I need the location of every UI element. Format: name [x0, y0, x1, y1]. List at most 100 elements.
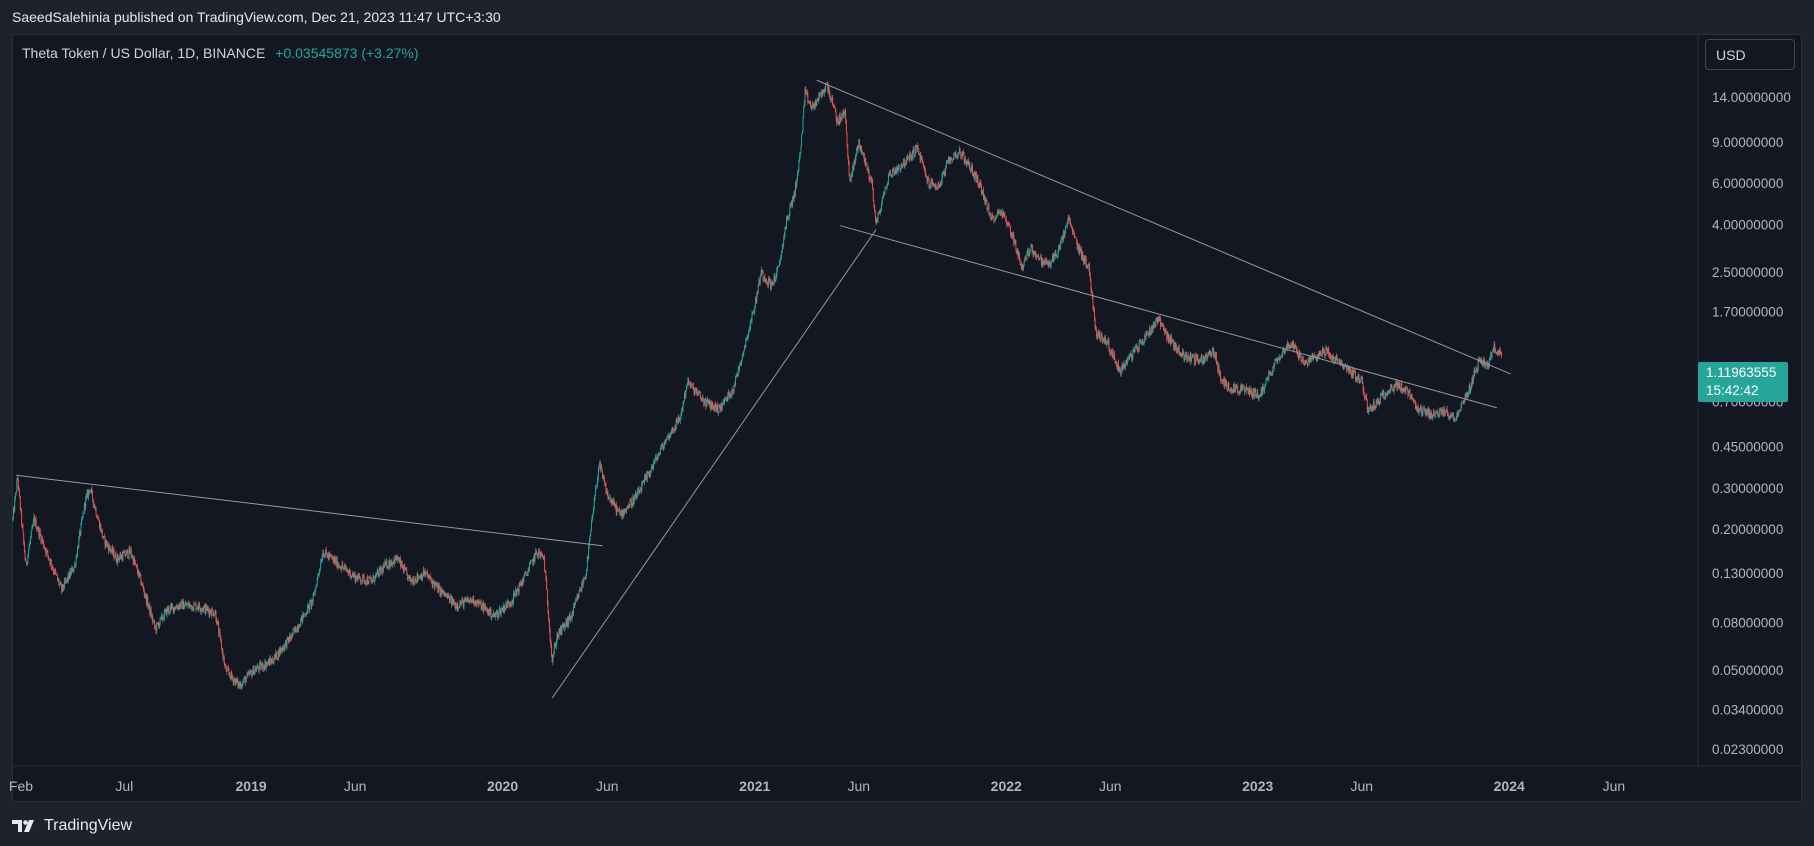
candle-body — [750, 320, 752, 322]
candle-body — [563, 623, 565, 626]
candle-body — [1168, 335, 1170, 341]
candle-body — [531, 560, 532, 561]
candle-body — [917, 145, 919, 149]
candle-body — [47, 550, 49, 556]
candle-body — [1320, 351, 1322, 355]
candle-body — [893, 168, 895, 174]
candle-body — [956, 156, 958, 158]
candle-body — [883, 193, 885, 194]
candle-body — [125, 555, 127, 556]
candle-body — [988, 206, 990, 215]
candle-body — [477, 600, 479, 602]
candle-body — [50, 560, 52, 565]
candle-body — [819, 92, 821, 96]
candle-body — [488, 609, 490, 615]
candle-body — [1207, 352, 1209, 355]
symbol-title[interactable]: Theta Token / US Dollar, 1D, BINANCE — [22, 45, 266, 61]
x-tick-label: Jun — [848, 778, 871, 794]
candle-body — [391, 561, 393, 565]
candle-body — [14, 498, 16, 511]
candle-body — [873, 201, 875, 206]
candle-body — [338, 566, 340, 567]
candle-body — [797, 172, 798, 182]
candle-body — [1083, 255, 1085, 262]
candle-body — [681, 407, 683, 414]
candle-body — [690, 384, 692, 388]
candle-body — [418, 576, 419, 579]
trendline[interactable] — [840, 225, 1497, 409]
candle-body — [1094, 318, 1096, 328]
candle-body — [59, 583, 60, 585]
candle-body — [266, 662, 268, 665]
candle-body — [698, 392, 700, 393]
trendline[interactable] — [816, 79, 1511, 375]
chart-frame[interactable] — [12, 34, 1802, 802]
candle-body — [948, 157, 950, 163]
candle-body — [953, 152, 955, 160]
trendline[interactable] — [16, 474, 603, 547]
candle-body — [369, 578, 371, 579]
candle-body — [481, 608, 483, 610]
candle-body — [354, 573, 356, 582]
candle-body — [376, 570, 378, 574]
candle-body — [450, 596, 452, 598]
candle-body — [514, 593, 516, 596]
candle-body — [1415, 402, 1416, 410]
candle-body — [762, 272, 764, 280]
candle-body — [1317, 355, 1319, 359]
candle-body — [1381, 393, 1383, 396]
candle-body — [1043, 260, 1045, 263]
currency-button[interactable]: USD — [1705, 39, 1795, 70]
candle-body — [41, 537, 43, 543]
candle-body — [962, 151, 964, 153]
candle-body — [640, 490, 642, 492]
candle-body — [1018, 252, 1020, 259]
footer-brand[interactable]: TradingView — [12, 814, 132, 838]
candle-body — [526, 574, 528, 575]
candle-body — [1231, 389, 1232, 390]
candle-body — [522, 580, 524, 584]
candle-body — [532, 559, 534, 565]
candle-body — [571, 616, 572, 619]
candle-body — [1390, 384, 1392, 390]
candle-body — [677, 417, 679, 423]
candle-body — [1229, 389, 1231, 392]
candle-body — [1309, 356, 1311, 362]
candle-body — [235, 678, 237, 686]
candle-body — [420, 575, 422, 580]
candle-body — [353, 573, 355, 575]
candle-body — [679, 420, 681, 421]
y-tick-label: 1.70000000 — [1712, 304, 1783, 319]
candle-body — [1489, 357, 1491, 361]
candle-body — [841, 116, 843, 119]
candle-body — [891, 176, 893, 177]
candle-body — [280, 648, 282, 651]
candle-body — [1146, 331, 1148, 334]
candle-body — [1301, 360, 1303, 362]
candle-body — [598, 465, 600, 470]
candle-body — [382, 565, 384, 573]
candle-body — [43, 541, 45, 548]
candle-body — [1078, 245, 1080, 253]
candle-body — [146, 597, 148, 604]
candle-body — [785, 217, 787, 228]
candle-body — [415, 581, 417, 582]
candle-body — [926, 177, 928, 182]
candle-body — [1240, 385, 1242, 388]
trendline[interactable] — [551, 229, 877, 699]
candle-body — [12, 509, 14, 519]
candle-body — [552, 657, 554, 663]
candle-body — [458, 606, 460, 608]
candle-body — [143, 586, 145, 591]
candle-body — [987, 206, 989, 209]
candle-body — [1467, 394, 1469, 397]
candle-body — [1177, 348, 1179, 353]
candle-body — [227, 668, 229, 670]
candle-body — [965, 158, 967, 162]
candle-body — [1264, 387, 1266, 391]
candle-body — [502, 605, 504, 612]
candle-body — [784, 226, 786, 236]
candle-body — [150, 609, 151, 615]
candle-body — [1272, 366, 1274, 373]
